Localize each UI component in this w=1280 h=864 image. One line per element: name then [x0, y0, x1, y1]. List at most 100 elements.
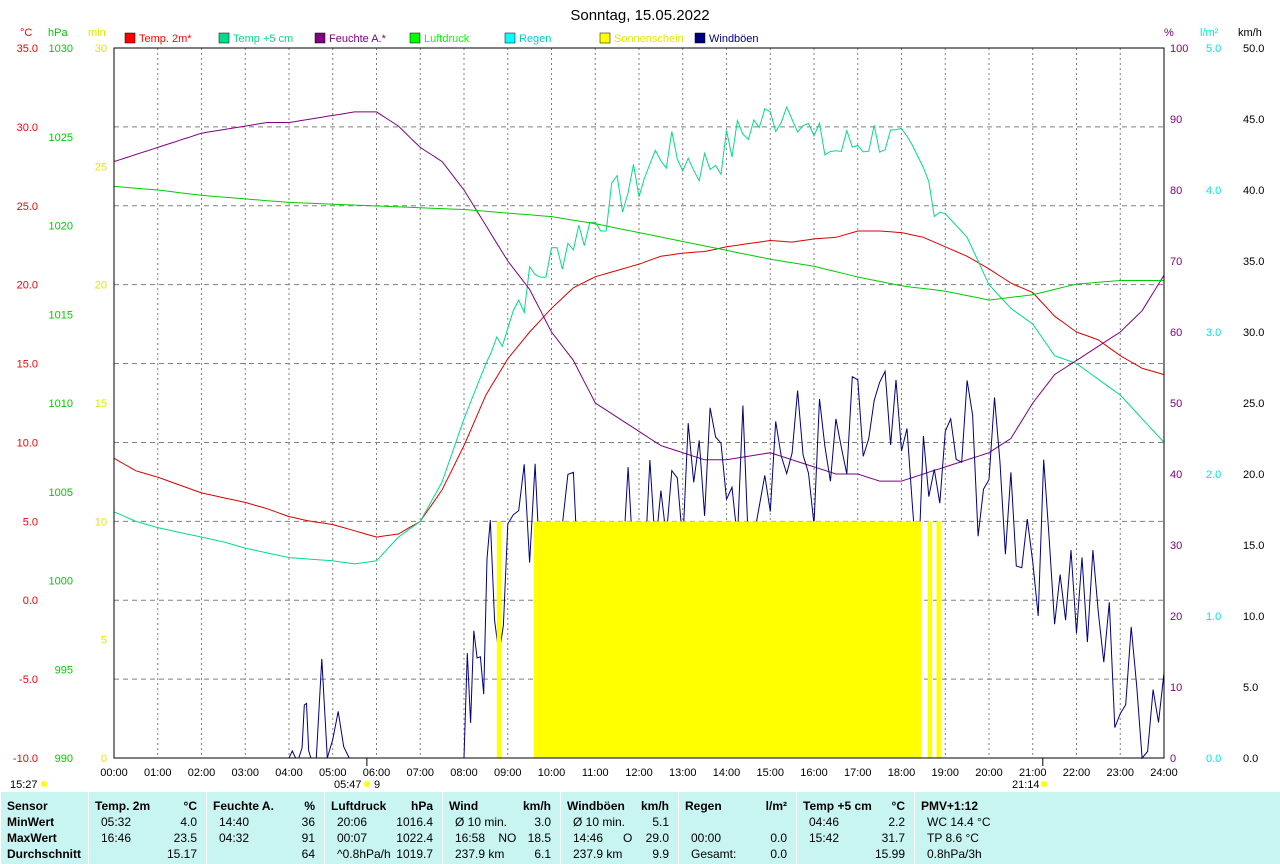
stats-header-unit: °C — [183, 799, 197, 813]
tick-hour: 03:00 — [231, 767, 259, 779]
axis-unit-kmh: km/h — [1238, 27, 1262, 39]
tick-hpa: 1005 — [49, 487, 73, 499]
stats-header: Feuchte A.% — [207, 798, 325, 814]
tick-kmh: 5.0 — [1243, 682, 1258, 694]
current-time-label: 15:27 — [10, 779, 38, 791]
tick-hour: 05:00 — [319, 767, 347, 779]
stats-row: Ø 10 min. 5.1 — [561, 814, 679, 830]
stats-header: Sensor — [1, 798, 89, 814]
tick-hpa: 1030 — [49, 43, 73, 55]
stats-cell-value: 4.0 — [180, 815, 197, 829]
tick-rain: 4.0 — [1206, 185, 1221, 197]
stats-column: Luftdruck hPa 20:06 1016.4 00:07 1022.4 ^0.8hP… — [324, 792, 443, 864]
tick-hour: 20:00 — [975, 767, 1003, 779]
stats-row: 00:07 1022.4 — [325, 830, 443, 846]
tick-kmh: 30.0 — [1243, 327, 1264, 339]
tick-hpa: 1025 — [49, 132, 73, 144]
legend-label: Feuchte A.* — [329, 33, 387, 45]
current-time-dot — [41, 781, 47, 787]
stats-row: ^0.8hPa/h 1019.7 — [325, 846, 443, 862]
tick-celsius: 10.0 — [17, 437, 38, 449]
tick-min: 15 — [95, 398, 107, 410]
tick-hour: 06:00 — [363, 767, 391, 779]
tick-hour: 22:00 — [1063, 767, 1091, 779]
series-feuchte-a- — [113, 111, 1165, 482]
tick-hpa: 1010 — [49, 398, 73, 410]
stats-cell-time: 05:32 — [101, 815, 132, 829]
stats-row: 14:40 36 — [207, 814, 325, 830]
stats-header-unit: % — [304, 799, 315, 813]
tick-hpa: 1000 — [49, 576, 73, 588]
axis-unit-rain: l/m² — [1200, 27, 1219, 39]
legend-label: Temp. 2m* — [139, 33, 192, 45]
stats-cell-value: 31.7 — [881, 831, 905, 845]
tick-hour: 07:00 — [406, 767, 434, 779]
legend-label: Temp +5 cm — [233, 33, 293, 45]
stats-cell-value: 18.5 — [527, 831, 551, 845]
legend-swatch — [124, 32, 136, 44]
legend: Temp. 2m* Temp +5 cm Feuchte A.* Luftdruck R… — [124, 32, 759, 45]
stats-header: PMV+1:12 — [915, 798, 1035, 814]
tick-kmh: 20.0 — [1243, 469, 1264, 481]
stats-row-label: MinWert — [7, 815, 55, 829]
stats-cell-value: 15.17 — [166, 847, 197, 861]
stats-header: Temp. 2m °C — [89, 798, 207, 814]
sunshine-bar — [534, 521, 922, 758]
stats-header-unit: °C — [891, 799, 905, 813]
stats-cell-time: 20:06 — [337, 815, 368, 829]
stats-cell-time: 00:07 — [337, 831, 368, 845]
axis-unit-percent: % — [1164, 27, 1174, 39]
tick-hour: 21:00 — [1019, 767, 1047, 779]
series-luftdruck — [113, 185, 1164, 301]
tick-min: 25 — [95, 161, 107, 173]
right-axis-ticks: 10090807060504030201005.04.03.02.01.00.0… — [1170, 43, 1264, 765]
tick-percent: 50 — [1170, 398, 1182, 410]
stats-cell-time: 14:46 O — [573, 831, 633, 845]
tick-hour: 09:00 — [494, 767, 522, 779]
sunrise-dot — [364, 781, 370, 787]
stats-cell-value: 1019.7 — [396, 847, 433, 861]
stats-cell-time: 04:46 — [809, 815, 840, 829]
tick-percent: 90 — [1170, 114, 1182, 126]
tick-hour: 17:00 — [844, 767, 872, 779]
series-lines — [113, 105, 1165, 760]
tick-hour: 14:00 — [713, 767, 741, 779]
tick-hour: 13:00 — [669, 767, 697, 779]
sunset-label: 21:14 — [1012, 779, 1040, 791]
stats-cell-value: 5.1 — [652, 815, 669, 829]
stats-row: 00:00 0.0 — [679, 830, 797, 846]
tick-min: 20 — [95, 280, 107, 292]
sunshine-bar — [496, 521, 502, 758]
axis-unit-hpa: hPa — [48, 27, 68, 39]
stats-cell-time: 0.8hPa/3h — [927, 847, 982, 861]
tick-celsius: 15.0 — [17, 359, 38, 371]
tick-hour: 23:00 — [1106, 767, 1134, 779]
tick-hour: 01:00 — [144, 767, 172, 779]
tick-hour: 18:00 — [888, 767, 916, 779]
stats-column: Regen l/m² 00:00 0.0 Gesamt: 0.0 — [678, 792, 797, 864]
legend-swatch — [314, 32, 326, 44]
tick-hpa: 995 — [55, 664, 73, 676]
tick-kmh: 45.0 — [1243, 114, 1264, 126]
tick-percent: 60 — [1170, 327, 1182, 339]
stats-cell-time: 00:00 — [691, 831, 722, 845]
tick-hpa: 1020 — [49, 221, 73, 233]
tick-percent: 80 — [1170, 185, 1182, 197]
stats-header-name: PMV+1:12 — [921, 799, 979, 813]
stats-header-name: Regen — [685, 799, 722, 813]
stats-cell-value: 23.5 — [173, 831, 197, 845]
stats-row: Durchschnitt — [1, 846, 89, 862]
x-axis-ticks: 00:00 01:00 02:00 03:00 04:00 05:00 06:00 07:00… — [100, 767, 1178, 779]
chart-title: Sonntag, 15.05.2022 — [570, 7, 709, 24]
stats-cell-time: 14:40 — [219, 815, 250, 829]
stats-cell-time: 237.9 km — [573, 847, 623, 861]
stats-header-name: Temp. 2m — [95, 799, 151, 813]
tick-rain: 3.0 — [1206, 327, 1221, 339]
tick-rain: 1.0 — [1206, 611, 1221, 623]
stats-cell-time: 237.9 km — [455, 847, 505, 861]
tick-kmh: 40.0 — [1243, 185, 1264, 197]
tick-kmh: 25.0 — [1243, 398, 1264, 410]
stats-header-name: Feuchte A. — [213, 799, 274, 813]
stats-column: Sensor MinWert MaxWert Durchschnitt — [0, 792, 89, 864]
stats-cell-time: 16:46 — [101, 831, 132, 845]
